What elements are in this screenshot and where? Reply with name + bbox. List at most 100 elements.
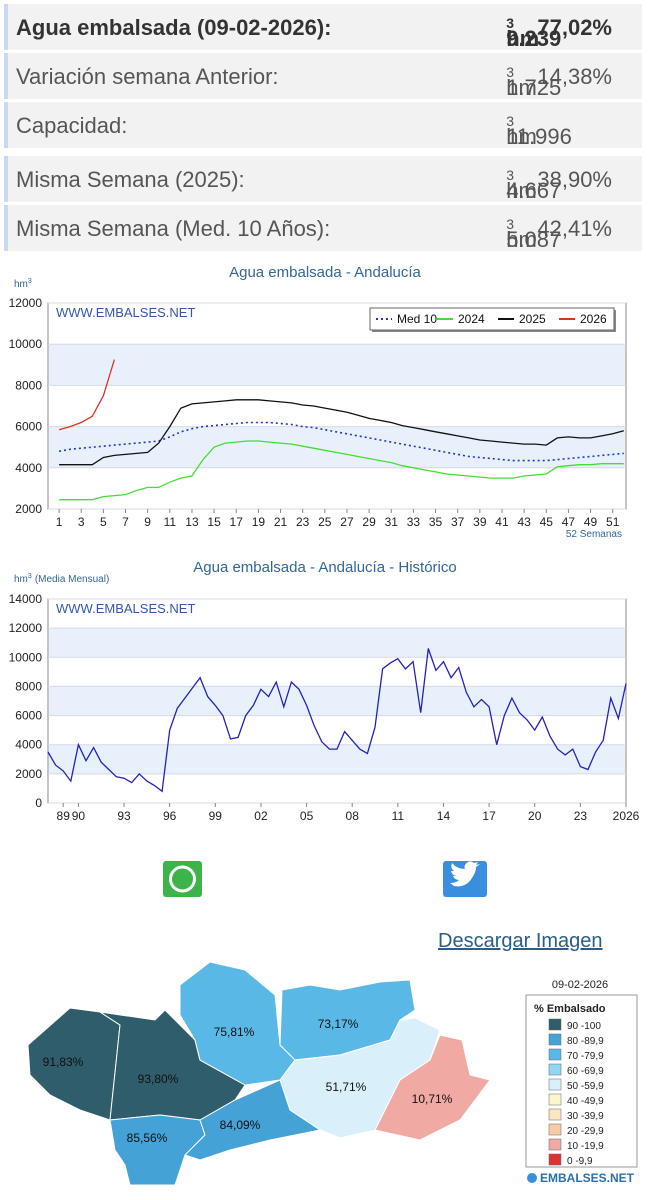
legend-label: 60 -69,9 [567, 1066, 604, 1077]
legend-swatch [548, 1048, 562, 1061]
grid-band [49, 686, 625, 716]
legend-label: 90 -100 [567, 1021, 601, 1032]
stat-value: 1.725 hm 3 [506, 64, 561, 100]
stat-unit: hm [506, 227, 537, 252]
x-tick-label: 51 [606, 515, 620, 529]
stat-unit-exp: 3 [506, 15, 514, 31]
stat-row: Agua embalsada (09-02-2026): 9.239 hm 3 77,0… [4, 4, 642, 51]
stat-number: 4.667 [506, 178, 562, 203]
x-tick-label: 08 [346, 809, 360, 823]
line-chart: Agua embalsada - Andalucía - Histórico hm… [9, 559, 640, 823]
stat-unit: hm [506, 75, 537, 100]
region-label: 73,17% [318, 1017, 359, 1031]
x-tick-label: 13 [185, 515, 199, 529]
legend-swatch [548, 1153, 562, 1166]
legend-swatch [548, 1108, 562, 1121]
map-region [279, 1017, 441, 1139]
stat-value: 9.239 hm 3 [506, 15, 561, 51]
y-tick-label: 10000 [9, 650, 43, 664]
x-tick-label: 99 [209, 809, 223, 823]
legend-label: 2024 [458, 312, 485, 326]
x-tick-label: 20 [528, 809, 542, 823]
x-tick-label: 11 [392, 809, 405, 823]
x-tick-label: 2026 [613, 809, 640, 823]
share-buttons [163, 861, 487, 897]
x-tick-label: 3 [78, 515, 85, 529]
y-axis-unit-text: hm [14, 574, 28, 585]
legend-box [525, 994, 638, 1168]
legend-label: 50 -59,9 [567, 1081, 604, 1092]
x-tick-label: 89 [57, 809, 71, 823]
legend-label: 2026 [580, 312, 607, 326]
stat-row: Misma Semana (2025): 4.667 hm 3 38,90% [4, 156, 642, 203]
y-axis-unit: hm3 [14, 278, 32, 290]
legend-swatch [548, 1063, 562, 1076]
y-tick-label: 8000 [15, 679, 42, 693]
map-region [109, 1114, 206, 1186]
legend-title: % Embalsado [534, 1003, 606, 1015]
series-line [59, 440, 624, 501]
region-label: 91,83% [43, 1055, 84, 1069]
stat-percent: 14,38% [537, 64, 612, 89]
y-axis-note: (Media Mensual) [35, 574, 109, 585]
legend-swatch [548, 1138, 562, 1151]
x-tick-label: 23 [574, 809, 588, 823]
map-region [184, 1079, 322, 1161]
x-tick-label: 17 [230, 515, 244, 529]
y-axis-unit-exp: 3 [28, 573, 32, 580]
series-line [59, 399, 624, 466]
stat-label: Misma Semana (2025): [16, 167, 245, 192]
stat-value: 11.996 hm 3 [506, 113, 572, 149]
x-tick-label: 05 [300, 809, 314, 823]
legend-label: 40 -49,9 [567, 1096, 604, 1107]
x-tick-label: 35 [429, 515, 443, 529]
plot-area [47, 302, 627, 510]
stat-unit-exp: 3 [506, 113, 514, 129]
y-tick-label: 14000 [9, 592, 43, 606]
map: 91,83% 93,80% 75,81% 73,17% 51,71% 10,71% 85,5… [27, 961, 638, 1186]
y-tick-label: 12000 [9, 296, 43, 310]
twitter-icon [450, 861, 480, 887]
y-axis-unit: hm3 (Media Mensual) [14, 573, 109, 585]
stat-number: 11.996 [506, 124, 572, 149]
y-tick-label: 12000 [9, 621, 43, 635]
legend-swatch [548, 1033, 562, 1046]
watermark: WWW.EMBALSES.NET [56, 601, 195, 616]
x-tick-label: 5 [100, 515, 107, 529]
region-label: 10,71% [412, 1092, 453, 1106]
x-tick-label: 41 [495, 515, 509, 529]
legend-label: Med 10 [397, 312, 437, 326]
x-tick-label: 23 [296, 515, 310, 529]
stats-table: Agua embalsada (09-02-2026): 9.239 hm 3 77,0… [4, 4, 642, 254]
stat-label: Misma Semana (Med. 10 Años): [16, 216, 331, 241]
download-link[interactable]: Descargar Imagen [438, 930, 603, 952]
legend-label: 30 -39,9 [567, 1111, 604, 1122]
x-tick-label: 1 [56, 515, 63, 529]
series-line [58, 421, 624, 462]
y-tick-label: 6000 [15, 709, 42, 723]
x-tick-label: 45 [540, 515, 554, 529]
legend-label: 20 -29,9 [567, 1126, 604, 1137]
x-tick-label: 17 [482, 809, 496, 823]
map-region [279, 979, 416, 1061]
x-tick-label: 29 [362, 515, 376, 529]
grid-band [49, 628, 625, 658]
stat-label: Variación semana Anterior: [16, 64, 279, 89]
x-tick-label: 90 [72, 809, 86, 823]
region-label: 75,81% [214, 1025, 255, 1039]
region-label: 84,09% [220, 1118, 261, 1132]
legend-swatch [548, 1123, 562, 1136]
legend-swatch [548, 1093, 562, 1106]
stat-value: 4.667 hm 3 [506, 167, 561, 203]
y-tick-label: 2000 [15, 502, 42, 516]
x-tick-label: 33 [407, 515, 421, 529]
legend-label: 10 -19,9 [567, 1141, 604, 1152]
x-tick-label: 37 [451, 515, 465, 529]
legend-label: 80 -89,9 [567, 1036, 604, 1047]
stat-number: 9.239 [506, 26, 562, 51]
grid-band [49, 426, 625, 468]
x-tick-label: 14 [437, 809, 451, 823]
y-tick-label: 2000 [15, 767, 42, 781]
x-tick-label: 39 [473, 515, 487, 529]
x-tick-label: 96 [163, 809, 177, 823]
